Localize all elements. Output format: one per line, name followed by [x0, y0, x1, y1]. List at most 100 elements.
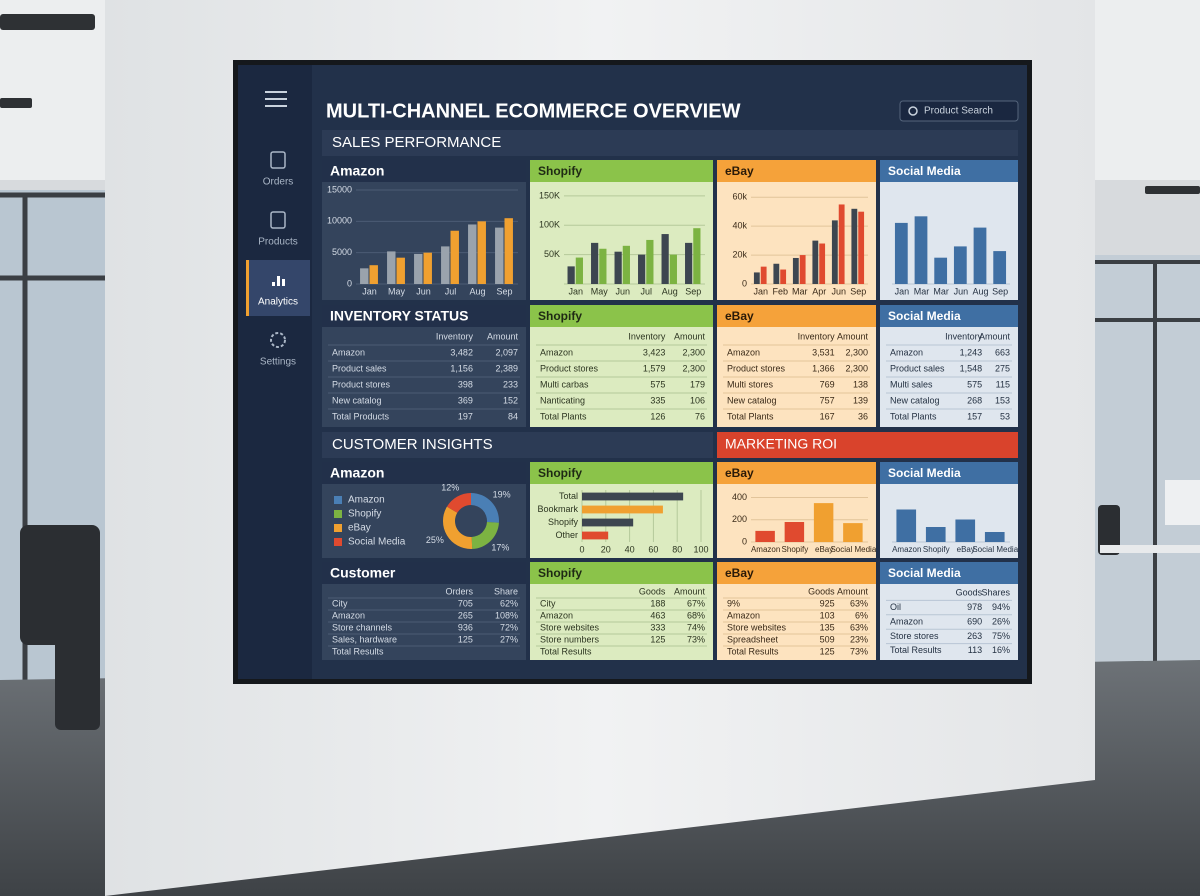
bar — [831, 220, 838, 284]
table-cell: 936 — [458, 622, 473, 632]
x-tick-label: Shopify — [782, 545, 809, 554]
table-cell: 197 — [458, 411, 473, 421]
nav-item[interactable]: Settings — [260, 332, 296, 368]
nav-item[interactable]: Orders — [263, 151, 294, 188]
table-cell: 115 — [996, 379, 1010, 389]
x-tick-label: Jun — [831, 286, 846, 296]
row-label: Product sales — [890, 363, 945, 373]
panel-title: Shopify — [538, 566, 582, 580]
bar — [614, 251, 622, 284]
nav-active-bg — [246, 260, 310, 316]
pie-slice — [471, 522, 499, 549]
search-box[interactable] — [899, 100, 1019, 122]
bar — [423, 252, 432, 284]
table-cell: 275 — [995, 363, 1010, 373]
table-cell: 1,366 — [812, 363, 835, 373]
panel-title: Shopify — [538, 309, 582, 323]
nav-label: Products — [258, 237, 297, 248]
row-label: Amazon — [890, 347, 923, 357]
panel-header — [880, 462, 1018, 484]
column-header: Inventory — [628, 331, 666, 341]
column-header: Share — [494, 586, 518, 596]
table-cell: 3,482 — [450, 347, 473, 357]
office-furniture — [20, 480, 1200, 730]
section-title: MARKETING ROI — [725, 436, 837, 452]
panel: Shopify 0 20 40 60 80 100 Total Bookmark Shopify O… — [530, 462, 713, 558]
x-tick-label: Aug — [972, 286, 988, 296]
table-cell: 153 — [995, 395, 1010, 405]
bar — [504, 218, 513, 284]
search-placeholder: Product Search — [924, 106, 993, 117]
table-cell: 1,156 — [450, 363, 473, 373]
panel: Shopify Inventory Amount Amazon 3,423 2,300 Pr… — [530, 305, 713, 427]
panel-header — [717, 160, 876, 182]
bar — [622, 245, 630, 284]
table-cell: 263 — [967, 631, 982, 641]
table-cell: 2,389 — [495, 363, 518, 373]
x-tick-label: Mar — [914, 286, 930, 296]
column-header: Amount — [979, 331, 1011, 341]
bar — [685, 242, 693, 284]
row-label: Store numbers — [540, 634, 600, 644]
table-cell: 138 — [853, 379, 868, 389]
table-cell: 663 — [995, 347, 1010, 357]
x-tick-label: Jan — [895, 286, 910, 296]
bar — [575, 257, 583, 284]
panel-title: Shopify — [538, 466, 582, 480]
bar — [955, 519, 976, 542]
y-tick-label: 150K — [539, 190, 560, 200]
row-label: Multi sales — [890, 379, 933, 389]
table-cell: 139 — [853, 395, 868, 405]
column-header: Amount — [837, 331, 869, 341]
table-cell: 27% — [500, 634, 518, 644]
y-tick-label: 60k — [732, 192, 747, 202]
bar — [894, 222, 908, 284]
row-label: Sales, hardware — [332, 634, 397, 644]
nav-active-bar — [246, 260, 249, 316]
table-cell: 463 — [650, 610, 665, 620]
x-tick-label: Aug — [662, 286, 678, 296]
table-cell: 925 — [820, 598, 835, 608]
bar — [669, 254, 677, 284]
legend-swatch — [334, 538, 342, 546]
legend-label: eBay — [348, 523, 371, 534]
y-tick-label: 50K — [544, 249, 560, 259]
bar — [984, 532, 1005, 542]
row-label: Total Results — [890, 645, 942, 655]
y-tick-label: Bookmark — [537, 504, 578, 514]
bar — [450, 230, 459, 284]
y-tick-label: Total — [559, 491, 578, 501]
bar — [784, 522, 805, 542]
x-tick-label: Amazon — [892, 545, 921, 554]
menu-icon[interactable] — [265, 91, 287, 107]
x-tick-label: Aug — [469, 286, 485, 296]
table-cell: 103 — [820, 610, 835, 620]
section-title: SALES PERFORMANCE — [332, 134, 501, 151]
panel: eBay Goods Amount 9% 925 63% Amazon 103 6% Store … — [717, 562, 876, 660]
table-cell: 2,300 — [682, 347, 705, 357]
y-tick-label: 0 — [742, 536, 747, 546]
legend-label: Amazon — [348, 495, 385, 506]
table-cell: 2,300 — [682, 363, 705, 373]
row-label: Amazon — [540, 347, 573, 357]
bar — [369, 265, 378, 284]
table-cell: 76 — [695, 411, 705, 421]
column-header: Goods — [639, 586, 666, 596]
nav-item[interactable]: Products — [258, 211, 298, 248]
x-tick-label: Amazon — [751, 545, 780, 554]
bar — [582, 518, 634, 527]
x-tick-label: 0 — [579, 544, 584, 554]
table-cell: 769 — [820, 379, 835, 389]
x-tick-label: Apr — [812, 286, 826, 296]
table-cell: 73% — [687, 634, 705, 644]
nav-item[interactable]: Analytics — [246, 260, 310, 316]
pie-slice — [446, 492, 471, 513]
panel-header — [880, 562, 1018, 584]
table-cell: 108% — [495, 610, 518, 620]
bar — [914, 216, 928, 284]
x-tick-label: Mar — [792, 286, 808, 296]
bar — [599, 248, 607, 284]
panel-header — [530, 462, 713, 484]
row-label: Store stores — [890, 631, 939, 641]
